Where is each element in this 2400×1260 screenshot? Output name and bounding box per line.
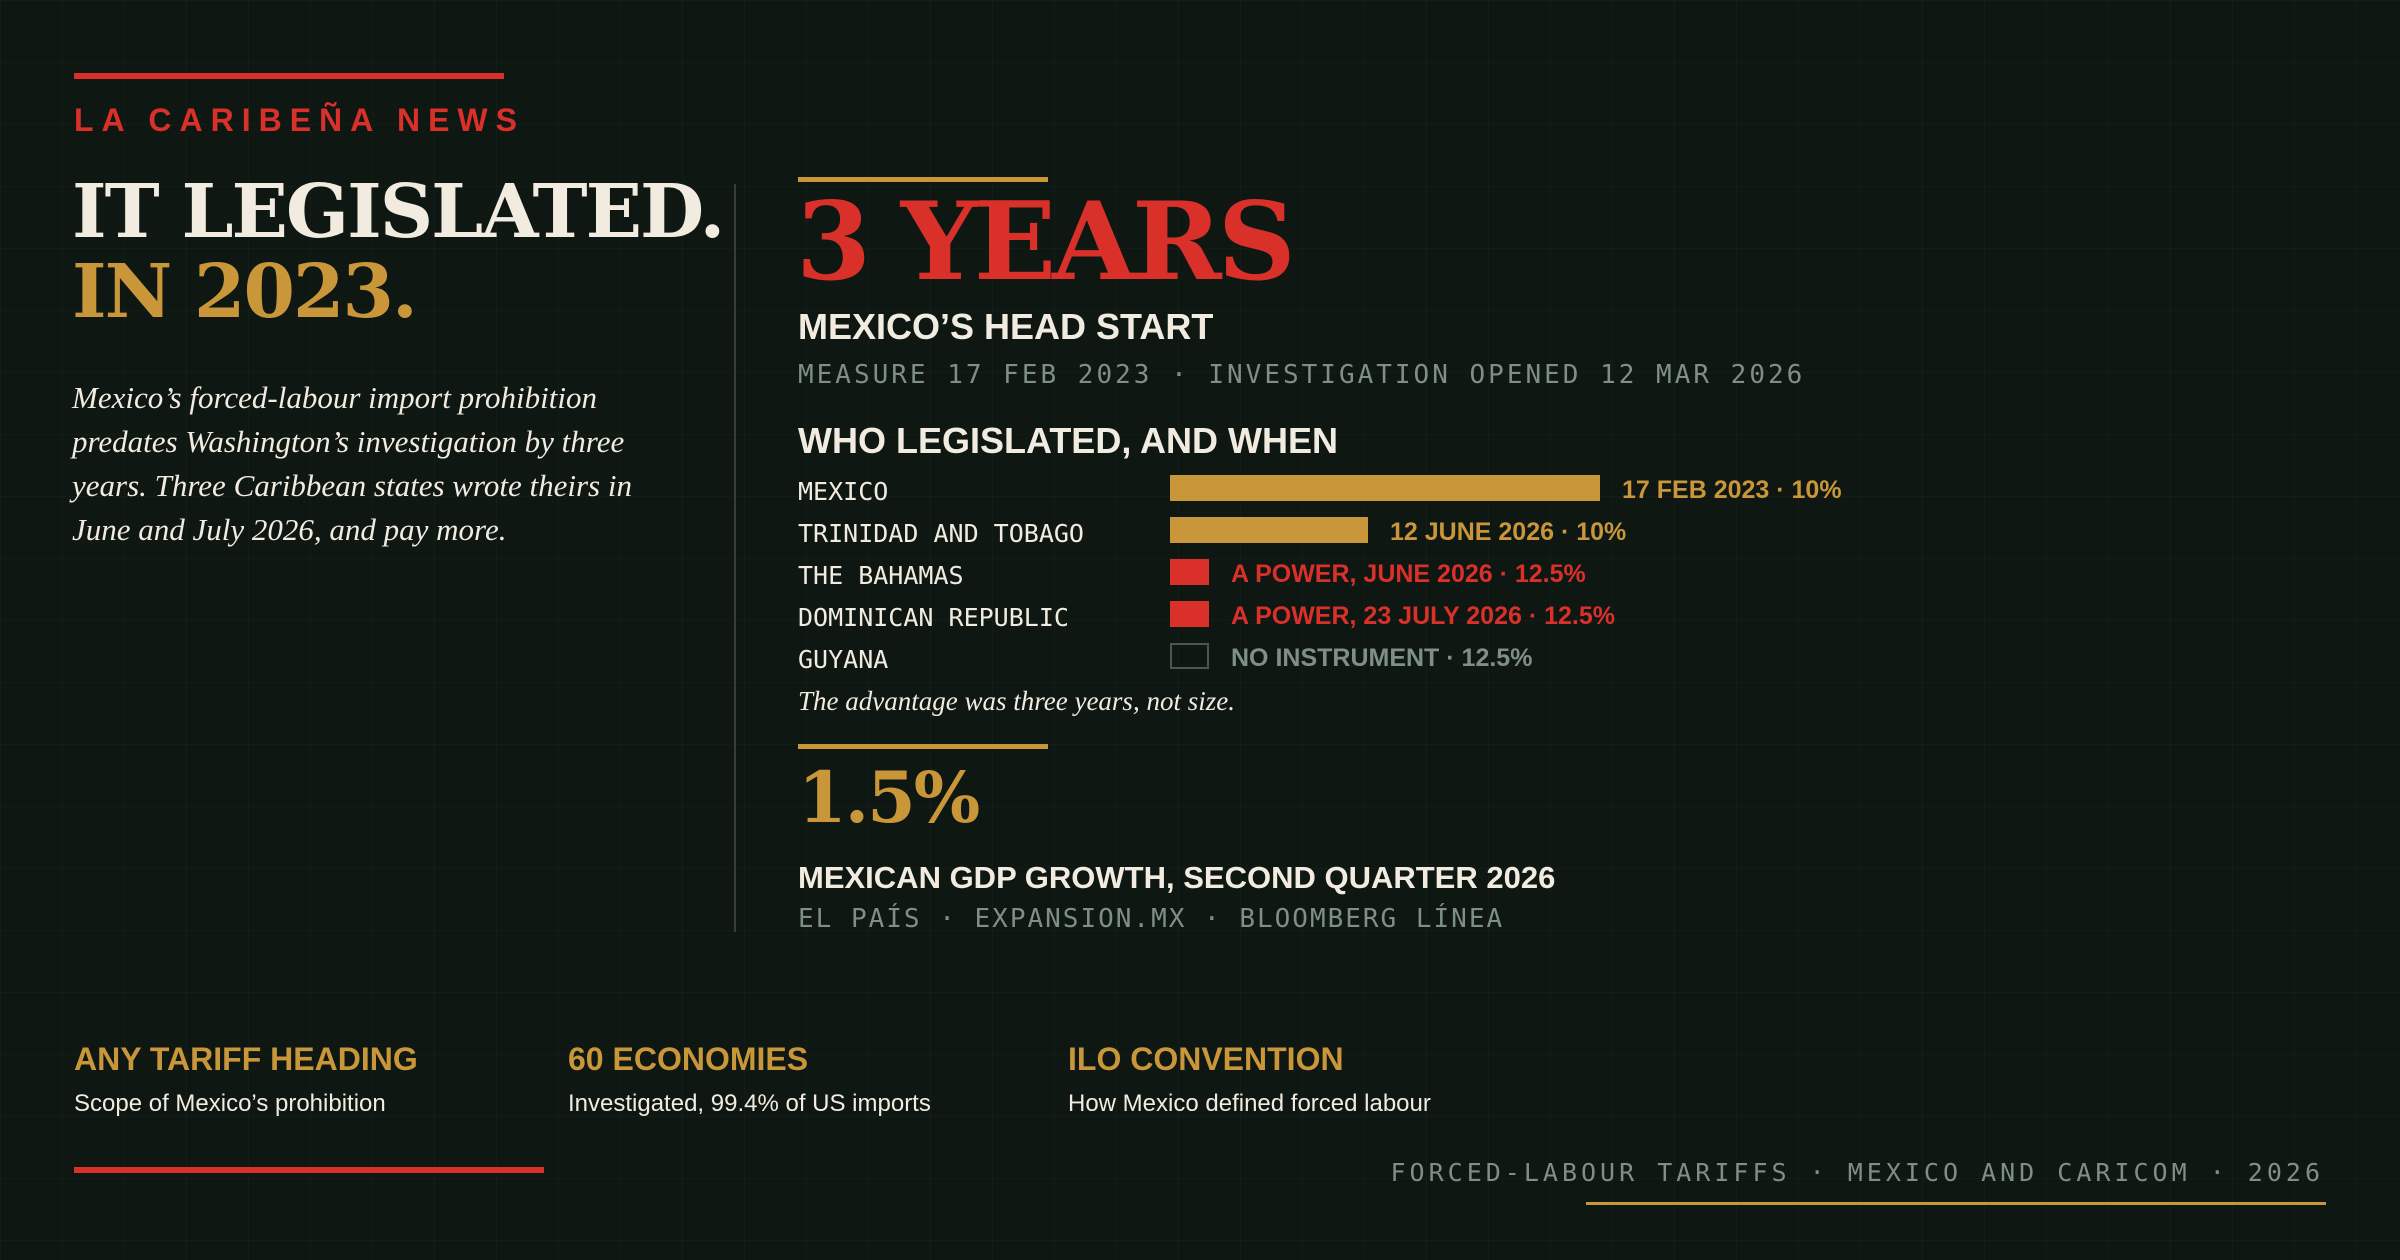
headline-line-2: IN 2023. <box>72 249 418 335</box>
bar-mark <box>1170 475 1600 501</box>
brand-rule <box>74 73 504 79</box>
bar-mark <box>1170 643 1209 669</box>
bar-value-label: A POWER, 23 JULY 2026 · 12.5% <box>1231 602 1615 630</box>
gdp-rule <box>798 744 1048 749</box>
bar-country-label: GUYANA <box>798 645 889 674</box>
main-stat-value: 3 YEARS <box>796 179 1296 305</box>
bar-mark <box>1170 517 1368 543</box>
bar-row: MEXICO 17 FEB 2023 · 10% <box>798 469 1998 511</box>
bar-row: GUYANA NO INSTRUMENT · 12.5% <box>798 637 1998 679</box>
bar-row: THE BAHAMAS A POWER, JUNE 2026 · 12.5% <box>798 553 1998 595</box>
gdp-stat-title: MEXICAN GDP GROWTH, SECOND QUARTER 2026 <box>798 860 1556 895</box>
bar-country-label: TRINIDAD AND TOBAGO <box>798 519 1084 548</box>
bar-country-label: MEXICO <box>798 477 889 506</box>
bottom-stat-caption: How Mexico defined forced labour <box>1068 1090 1431 1117</box>
bar-value-label: 12 JUNE 2026 · 10% <box>1390 518 1627 546</box>
bar-value-label: NO INSTRUMENT · 12.5% <box>1231 644 1533 672</box>
bottom-stat-ilo: ILO CONVENTION How Mexico defined forced… <box>1068 1041 1431 1118</box>
main-stat-detail: MEASURE 17 FEB 2023 · INVESTIGATION OPEN… <box>798 360 1806 390</box>
bottom-stat-title: ANY TARIFF HEADING <box>74 1041 418 1077</box>
chart-note: The advantage was three years, not size. <box>798 686 1235 716</box>
column-divider <box>734 184 736 932</box>
bottom-stat-title: ILO CONVENTION <box>1068 1041 1344 1077</box>
chart-title: WHO LEGISLATED, AND WHEN <box>798 420 1338 461</box>
bar-country-label: DOMINICAN REPUBLIC <box>798 603 1069 632</box>
gdp-stat-sources: EL PAÍS · EXPANSION.MX · BLOOMBERG LÍNEA <box>798 904 1505 934</box>
bar-value-label: 17 FEB 2023 · 10% <box>1622 476 1842 504</box>
bar-mark <box>1170 601 1209 627</box>
bottom-rule <box>74 1167 544 1173</box>
bottom-stat-title: 60 ECONOMIES <box>568 1041 809 1077</box>
bottom-stat-economies: 60 ECONOMIES Investigated, 99.4% of US i… <box>568 1041 931 1118</box>
main-stat-title: MEXICO’S HEAD START <box>798 306 1214 347</box>
bottom-stat-caption: Investigated, 99.4% of US imports <box>568 1090 931 1117</box>
bar-row: DOMINICAN REPUBLIC A POWER, 23 JULY 2026 … <box>798 595 1998 637</box>
bottom-stat-caption: Scope of Mexico’s prohibition <box>74 1090 386 1117</box>
bar-country-label: THE BAHAMAS <box>798 561 964 590</box>
brand-name: LA CARIBEÑA NEWS <box>74 102 525 138</box>
bar-mark <box>1170 559 1209 585</box>
footer-rule <box>1586 1202 2326 1205</box>
footer-tag: FORCED-LABOUR TARIFFS · MEXICO AND CARIC… <box>1390 1158 2324 1187</box>
bottom-stat-scope: ANY TARIFF HEADING Scope of Mexico’s pro… <box>74 1041 418 1118</box>
bar-row: TRINIDAD AND TOBAGO 12 JUNE 2026 · 10% <box>798 511 1998 553</box>
stat-rule <box>798 177 1048 182</box>
lede-paragraph: Mexico’s forced-labour import prohibitio… <box>72 380 632 547</box>
headline: IT LEGISLATED. IN 2023. <box>72 169 725 335</box>
gdp-stat-value: 1.5% <box>798 756 980 839</box>
bar-value-label: A POWER, JUNE 2026 · 12.5% <box>1231 560 1586 588</box>
headline-line-1: IT LEGISLATED. <box>72 169 725 255</box>
